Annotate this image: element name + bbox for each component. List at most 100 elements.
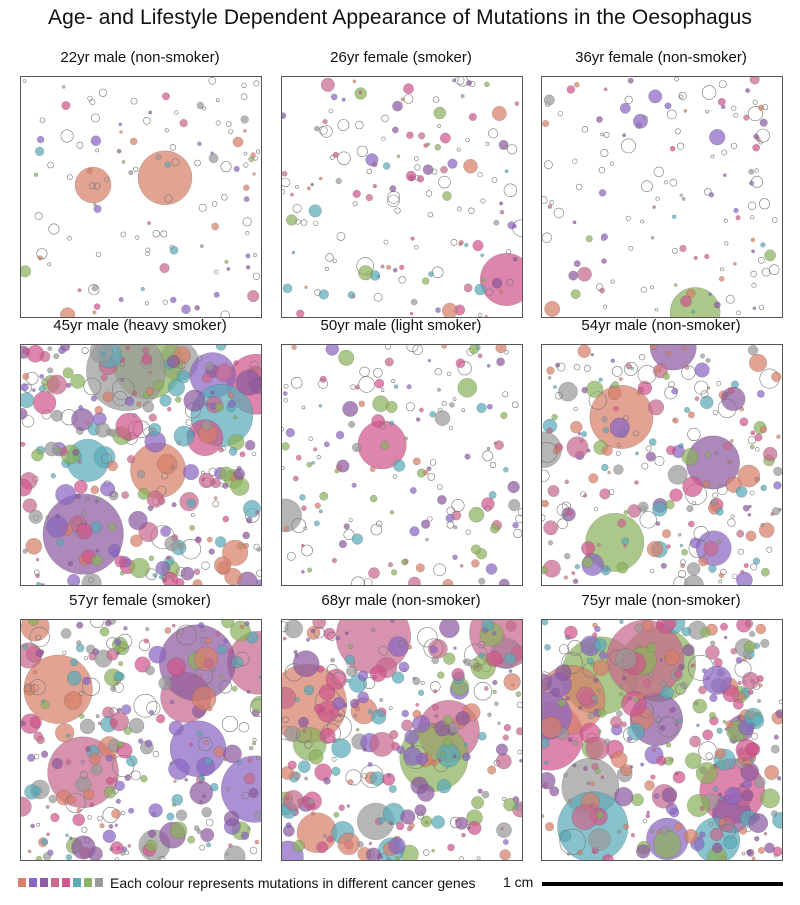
mutation-clone [104,177,110,183]
mutation-clone [381,136,386,141]
mutation-clone [555,391,563,400]
mutation-clone [316,454,321,460]
mutation-clone [508,669,513,673]
mutation-clone [285,796,289,801]
mutation-clone [168,720,184,736]
mutation-clone [499,849,511,860]
mutation-clone [641,462,649,470]
mutation-clone [669,488,683,502]
mutation-clone [35,855,43,860]
mutation-clone [776,434,781,439]
mutation-clone [318,684,336,701]
mutation-clone [610,358,616,363]
mutation-clone [620,764,633,777]
mutation-clone [90,135,102,146]
mutation-clone [220,310,230,317]
mutation-clone [140,286,145,292]
mutation-clone [148,555,155,562]
mutation-clone [195,536,201,542]
mutation-clone [515,691,522,697]
mutation-clone [445,513,455,523]
mutation-clone [355,727,360,732]
mutation-clone [599,651,608,660]
mutation-clone [130,770,141,781]
mutation-clone [575,183,583,191]
mutation-clone [120,811,126,816]
mutation-clone [420,680,425,685]
mutation-clone [590,781,595,787]
mutation-clone [63,691,83,710]
mutation-clone [415,702,420,707]
mutation-clone [352,201,358,207]
mutation-clone [648,438,657,446]
mutation-clone [568,798,572,803]
mutation-clone [568,270,579,281]
mutation-clone [771,371,782,382]
mutation-clone [400,809,416,825]
mutation-clone [586,781,590,786]
mutation-clone [22,79,27,83]
mutation-clone [393,384,399,389]
mutation-clone [573,260,581,268]
mutation-clone [256,569,261,577]
mutation-clone [506,249,512,255]
mutation-clone [97,815,103,822]
mutation-clone [567,639,584,656]
mutation-clone [48,223,60,235]
mutation-clone [183,389,206,412]
mutation-clone [170,296,177,304]
mutation-clone [204,361,215,372]
mutation-clone [33,753,40,760]
mutation-clone [470,544,481,555]
mutation-clone [580,431,588,438]
mutation-clone [686,794,710,817]
mutation-clone [240,115,249,124]
mutation-clone [145,665,155,676]
mutation-clone [34,569,40,576]
mutation-clone [670,707,676,713]
mutation-clone [572,740,579,746]
mutation-clone [144,739,153,748]
mutation-clone [159,394,172,407]
mutation-clone [418,407,424,413]
mutation-clone [198,203,207,212]
mutation-clone [27,620,40,626]
mutation-clone [762,104,769,111]
mutation-clone [256,546,261,552]
mutation-clone [725,392,730,397]
mutation-clone [629,765,634,769]
mutation-clone [205,818,214,827]
mutation-clone [191,686,217,711]
mutation-clone [623,823,630,830]
mutation-clone [547,485,560,497]
mutation-clone [22,347,30,355]
mutation-clone [703,541,719,557]
mutation-clone [438,407,443,413]
mutation-clone [287,760,297,770]
mutation-clone [407,644,413,650]
mutation-clone [759,425,768,434]
mutation-clone [243,196,250,203]
mutation-clone [169,821,188,840]
mutation-clone [546,427,553,434]
mutation-clone [282,112,285,118]
mutation-clone [477,353,483,359]
mutation-clone [580,491,587,497]
mutation-clone [120,378,125,383]
mutation-clone [542,673,552,692]
mutation-clone [358,376,375,393]
mutation-clone [717,817,726,826]
mutation-clone [155,714,166,724]
mutation-clone [632,113,648,129]
mutation-clone [468,506,485,523]
mutation-clone [752,306,757,311]
mutation-clone [346,665,358,677]
mutation-clone [97,721,102,726]
mutation-clone [369,494,378,503]
mutation-clone [723,441,732,451]
mutation-clone [76,523,93,540]
mutation-clone [588,473,599,484]
mutation-clone [36,822,41,827]
mutation-clone [704,188,712,196]
mutation-clone [211,201,218,207]
